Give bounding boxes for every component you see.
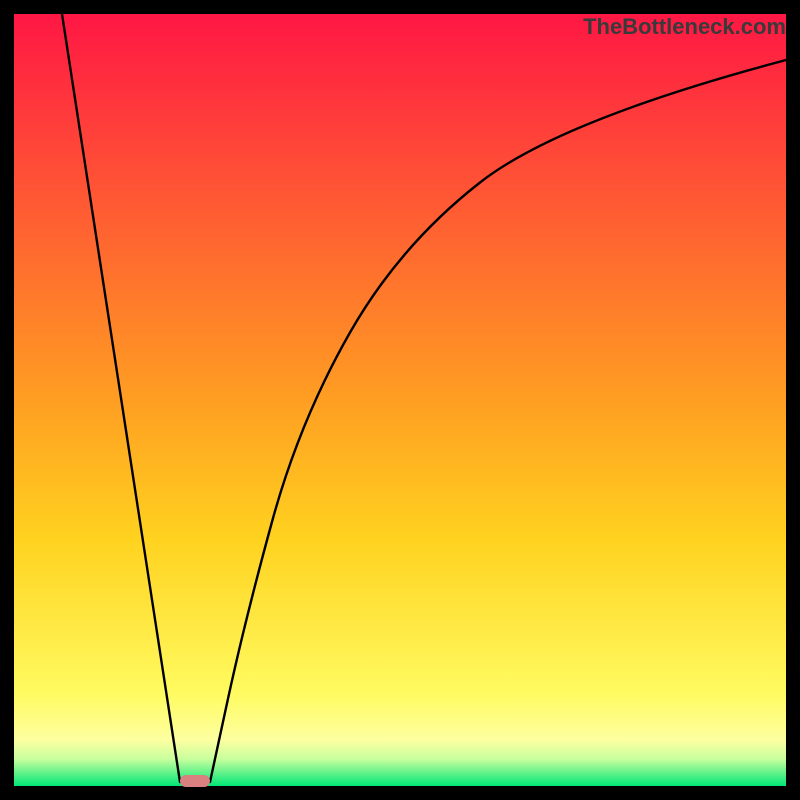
chart-container: TheBottleneck.com bbox=[0, 0, 800, 800]
minimum-marker bbox=[180, 775, 210, 787]
plot-area bbox=[14, 14, 786, 786]
watermark-text: TheBottleneck.com bbox=[583, 14, 786, 40]
